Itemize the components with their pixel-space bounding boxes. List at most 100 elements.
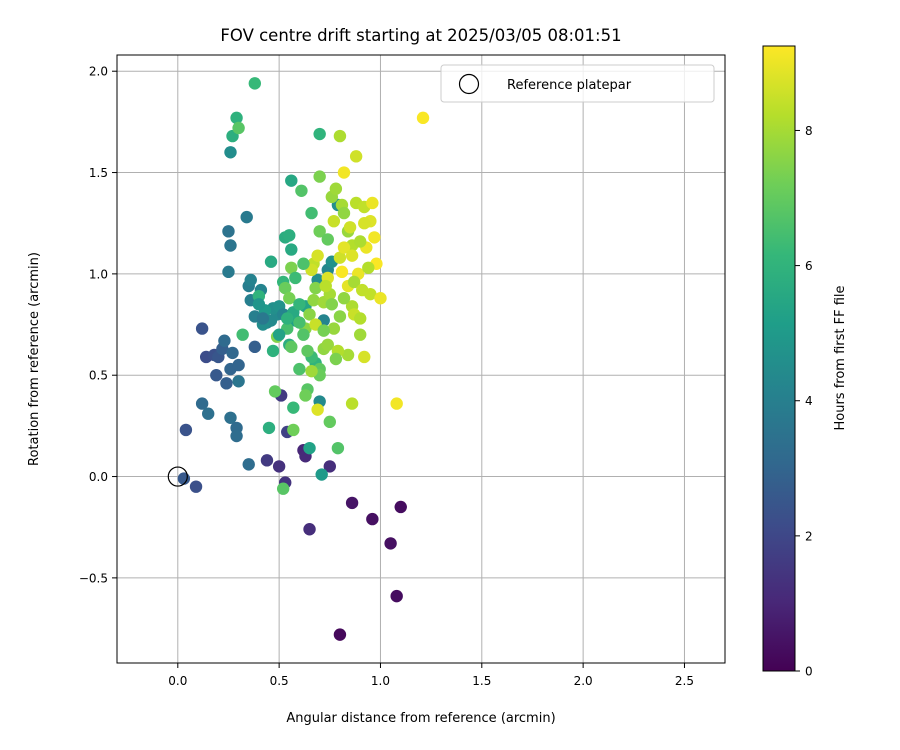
scatter-point <box>281 312 294 325</box>
scatter-point <box>232 358 245 372</box>
scatter-point <box>331 441 345 455</box>
scatter-point <box>285 174 298 187</box>
scatter-point <box>256 312 270 325</box>
scatter-point <box>232 121 245 135</box>
scatter-point <box>301 344 314 358</box>
scatter-point <box>315 468 328 481</box>
scatter-point <box>242 458 255 471</box>
scatter-point <box>297 257 310 270</box>
scatter-point <box>244 273 257 287</box>
scatter-point <box>416 111 430 125</box>
colorbar-ticks: 0 2 4 6 8 <box>795 124 813 679</box>
scatter-point <box>323 415 336 429</box>
colorbar-tick-label: 8 <box>805 124 813 138</box>
scatter-point <box>202 407 215 420</box>
scatter-point <box>287 401 300 414</box>
scatter-point <box>327 322 341 335</box>
scatter-point <box>337 166 351 179</box>
scatter-point <box>337 241 351 254</box>
scatter-point <box>313 127 326 141</box>
scatter-point <box>268 385 282 398</box>
scatter-point <box>189 480 203 493</box>
scatter-point <box>358 217 371 230</box>
scatter-point <box>337 292 351 305</box>
scatter-point <box>240 210 253 224</box>
scatter-point <box>345 496 359 510</box>
scatter-point <box>349 150 363 163</box>
scatter-point <box>248 77 262 90</box>
scatter-point <box>311 249 324 262</box>
scatter-point <box>248 340 262 354</box>
chart-title: FOV centre drift starting at 2025/03/05 … <box>220 26 621 45</box>
scatter-point <box>333 310 347 323</box>
scatter-point <box>333 251 347 264</box>
scatter-point <box>354 328 367 341</box>
scatter-point <box>285 243 298 256</box>
legend-reference-marker <box>458 73 480 95</box>
x-axis-label: Angular distance from reference (arcmin) <box>286 711 555 726</box>
scatter-point <box>179 423 193 437</box>
legend: Reference platepar <box>440 64 715 103</box>
scatter-point <box>272 328 286 341</box>
scatter-point <box>309 281 322 295</box>
scatter-point <box>354 235 367 248</box>
scatter-point <box>307 294 320 307</box>
scatter-point <box>293 316 306 329</box>
y-tick-label: 0.5 <box>89 369 108 383</box>
scatter-point <box>293 362 306 376</box>
scatter-point <box>195 397 209 410</box>
scatter-point <box>390 397 403 410</box>
legend-label-reference-platepar: Reference platepar <box>507 78 632 93</box>
y-tick-label: 2.0 <box>89 65 108 79</box>
scatter-point <box>226 346 239 360</box>
scatter-point <box>321 233 334 246</box>
y-tick-label: 1.5 <box>89 166 108 180</box>
scatter-point <box>356 283 369 297</box>
y-tick-label: 0.0 <box>89 470 108 484</box>
scatter-point <box>262 421 276 435</box>
scatter-point <box>319 279 332 293</box>
scatter-point <box>266 344 280 358</box>
colorbar <box>762 45 796 672</box>
scatter-point <box>362 261 375 274</box>
scatter-point <box>297 328 310 341</box>
scatter-point <box>329 182 343 195</box>
scatter-point <box>313 170 326 183</box>
scatter-point <box>224 146 237 159</box>
scatter-point <box>366 512 379 526</box>
scatter-point <box>313 225 326 238</box>
scatter-point <box>295 184 308 197</box>
scatter-point <box>323 460 336 473</box>
reference-platepar-marker <box>167 466 188 487</box>
scatter-point <box>232 375 245 388</box>
legend-box <box>440 64 715 103</box>
y-axis-ticks: −0.5 0.0 0.5 1.0 1.5 2.0 <box>79 65 117 585</box>
scatter-point <box>283 229 296 242</box>
scatter-point <box>384 537 397 550</box>
y-tick-label: −0.5 <box>79 571 108 585</box>
scatter-point <box>260 454 274 467</box>
colorbar-label: Hours from first FF file <box>833 285 848 430</box>
scatter-point <box>333 129 347 143</box>
scatter-point <box>303 441 316 455</box>
scatter-point <box>343 221 357 234</box>
scatter-point <box>358 350 371 364</box>
scatter-point <box>222 225 235 238</box>
scatter-point <box>305 206 318 220</box>
x-tick-label: 2.5 <box>675 674 694 688</box>
y-axis-label: Rotation from reference (arcmin) <box>27 252 42 466</box>
scatter-point <box>354 312 367 325</box>
scatter-point <box>195 322 209 335</box>
scatter-point <box>289 271 302 285</box>
scatter-point <box>220 377 233 390</box>
scatter-point <box>218 334 231 347</box>
scatter-point <box>230 429 243 443</box>
scatter-point <box>345 397 359 410</box>
reference-marker-layer <box>167 466 188 487</box>
scatter-point <box>303 308 316 321</box>
scatter-point <box>347 275 361 289</box>
scatter-points <box>177 77 430 641</box>
x-tick-label: 1.5 <box>472 674 491 688</box>
colorbar-tick-label: 2 <box>805 529 813 543</box>
